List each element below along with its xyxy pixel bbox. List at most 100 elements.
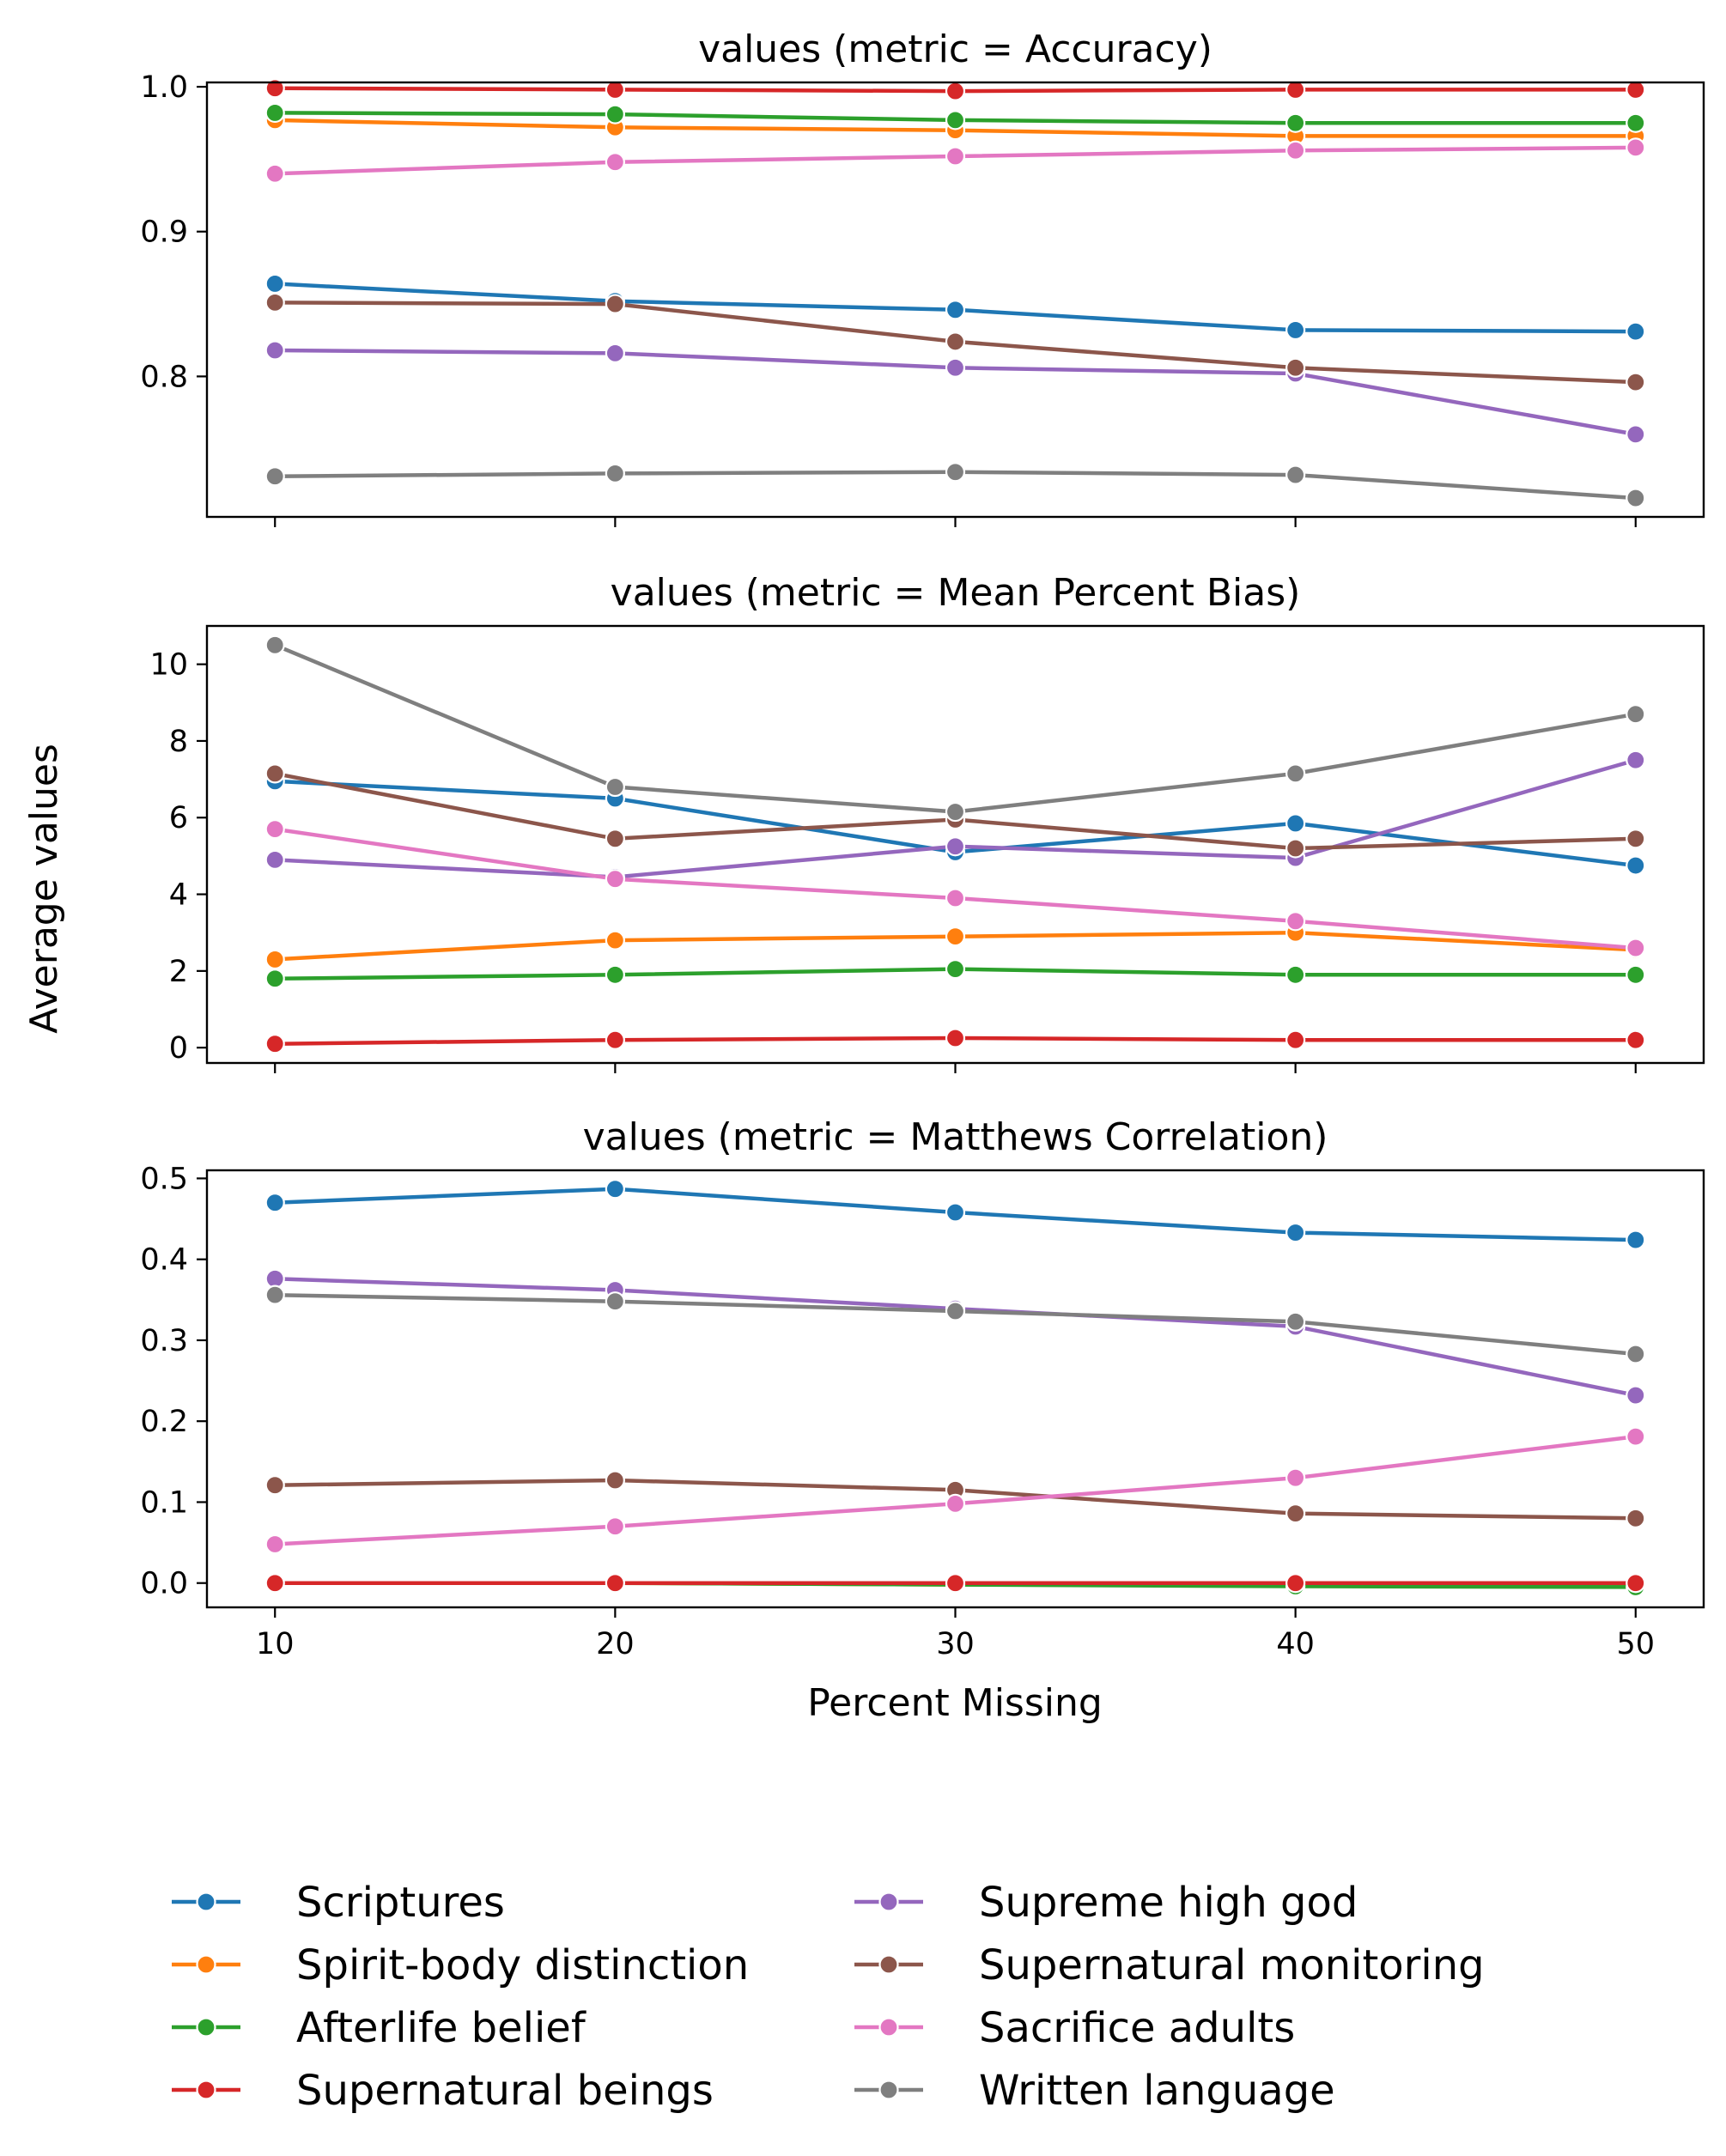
legend-entry-afterlife-belief: Afterlife belief bbox=[172, 2004, 586, 2052]
data-point bbox=[1626, 855, 1646, 876]
legend-marker bbox=[196, 2080, 216, 2100]
data-point bbox=[1285, 140, 1306, 161]
data-point bbox=[1626, 372, 1646, 392]
data-point bbox=[605, 463, 625, 484]
data-point bbox=[1626, 938, 1646, 958]
data-point bbox=[945, 926, 966, 947]
panel-3-xtick-label: 40 bbox=[1276, 1627, 1315, 1661]
data-point bbox=[945, 357, 966, 378]
legend-entry-supreme-high-god: Supreme high god bbox=[854, 1879, 1358, 1927]
data-point bbox=[605, 1179, 625, 1199]
data-point bbox=[1285, 838, 1306, 859]
data-point bbox=[264, 340, 285, 361]
legend-label: Supreme high god bbox=[979, 1879, 1358, 1927]
data-point bbox=[264, 273, 285, 295]
legend-label: Sacrifice adults bbox=[979, 2004, 1295, 2052]
panel-2-series-sacrifice-adults bbox=[264, 819, 1646, 958]
data-point bbox=[945, 1573, 966, 1594]
data-point bbox=[605, 104, 625, 125]
data-point bbox=[264, 102, 285, 124]
data-point bbox=[264, 635, 285, 655]
legend-marker bbox=[878, 1954, 899, 1975]
legend-entry-written-language: Written language bbox=[854, 2067, 1335, 2115]
panel-3-title: values (metric = Matthews Correlation) bbox=[583, 1115, 1328, 1159]
data-point bbox=[605, 79, 625, 100]
data-point bbox=[1626, 704, 1646, 725]
data-point bbox=[605, 1573, 625, 1594]
data-point bbox=[1285, 1311, 1306, 1332]
data-point bbox=[1285, 813, 1306, 834]
legend-label: Afterlife belief bbox=[296, 2004, 586, 2052]
data-point bbox=[945, 110, 966, 131]
data-point bbox=[264, 1034, 285, 1054]
data-point bbox=[1285, 1503, 1306, 1524]
data-point bbox=[945, 81, 966, 101]
panel-2-frame bbox=[205, 624, 1705, 1065]
data-point bbox=[605, 930, 625, 950]
data-point bbox=[605, 152, 625, 173]
data-point bbox=[1285, 465, 1306, 485]
data-point bbox=[945, 1301, 966, 1321]
data-point bbox=[1626, 1573, 1646, 1594]
data-point bbox=[1626, 964, 1646, 985]
panel-1-series-supernatural-monitoring bbox=[264, 292, 1646, 392]
data-point bbox=[1626, 1029, 1646, 1050]
panel-2-ytick-label: 10 bbox=[149, 648, 188, 683]
panel-2-title: values (metric = Mean Percent Bias) bbox=[611, 571, 1301, 615]
data-point bbox=[605, 1291, 625, 1312]
data-point bbox=[264, 819, 285, 840]
subplots: values (metric = Accuracy)0.80.91.0value… bbox=[140, 27, 1705, 1661]
data-point bbox=[605, 829, 625, 849]
panel-3-ytick-label: 0.5 bbox=[140, 1162, 188, 1196]
data-point bbox=[1626, 750, 1646, 770]
legend-label: Scriptures bbox=[296, 1879, 505, 1927]
legend-marker bbox=[196, 2017, 216, 2038]
data-point bbox=[1285, 763, 1306, 784]
data-point bbox=[264, 949, 285, 970]
legend-entry-supernatural-monitoring: Supernatural monitoring bbox=[854, 1941, 1485, 1989]
panel-3-series-scriptures bbox=[264, 1179, 1646, 1250]
data-point bbox=[264, 1193, 285, 1213]
data-point bbox=[1285, 357, 1306, 378]
data-point bbox=[1626, 112, 1646, 133]
panel-3-ytick-label: 0.3 bbox=[140, 1324, 188, 1358]
panel-1-series-supernatural-beings bbox=[264, 78, 1646, 101]
data-point bbox=[264, 1475, 285, 1496]
data-point bbox=[1285, 1029, 1306, 1050]
data-point bbox=[605, 1470, 625, 1491]
data-point bbox=[945, 959, 966, 980]
data-point bbox=[1626, 1344, 1646, 1364]
panel-2-ytick-label: 4 bbox=[169, 878, 188, 913]
panel-3-frame bbox=[205, 1169, 1705, 1609]
legend-label: Written language bbox=[979, 2067, 1335, 2115]
panel-3-ytick-label: 0.0 bbox=[140, 1567, 188, 1601]
data-point bbox=[605, 343, 625, 364]
legend-entry-supernatural-beings: Supernatural beings bbox=[172, 2067, 714, 2115]
data-point bbox=[605, 1516, 625, 1537]
panel-1-frame bbox=[205, 81, 1705, 519]
data-point bbox=[945, 462, 966, 483]
panel-3-xtick-label: 30 bbox=[936, 1627, 975, 1661]
legend-label: Spirit-body distinction bbox=[296, 1941, 749, 1989]
legend-label: Supernatural monitoring bbox=[979, 1941, 1485, 1989]
data-point bbox=[264, 466, 285, 487]
panel-3: values (metric = Matthews Correlation) 0.… bbox=[140, 1115, 1705, 1661]
panel-1-ytick-label: 0.9 bbox=[140, 216, 188, 250]
panel-3-ytick-label: 0.2 bbox=[140, 1405, 188, 1439]
data-point bbox=[1285, 319, 1306, 341]
data-point bbox=[605, 869, 625, 890]
data-point bbox=[264, 78, 285, 99]
data-point bbox=[1285, 1467, 1306, 1488]
x-axis-title: Percent Missing bbox=[807, 1681, 1103, 1725]
data-point bbox=[945, 331, 966, 352]
panel-2-ytick-label: 6 bbox=[169, 801, 188, 835]
data-point bbox=[605, 294, 625, 314]
data-point bbox=[1626, 1426, 1646, 1447]
legend-label: Supernatural beings bbox=[296, 2067, 714, 2115]
legend-entry-sacrifice-adults: Sacrifice adults bbox=[854, 2004, 1295, 2052]
data-point bbox=[264, 763, 285, 784]
data-point bbox=[1626, 137, 1646, 158]
data-point bbox=[1285, 964, 1306, 985]
panel-1-series-sacrifice-adults bbox=[264, 137, 1646, 184]
